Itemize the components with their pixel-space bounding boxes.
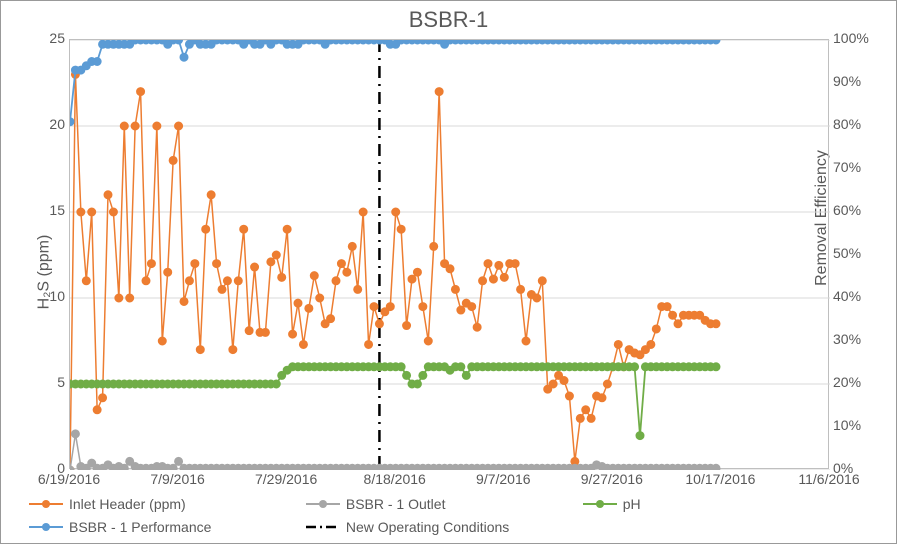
legend-label: pH	[623, 496, 641, 512]
x-tick: 10/17/2016	[680, 471, 760, 487]
y2-tick: 100%	[833, 30, 869, 46]
legend-swatch	[306, 497, 340, 511]
x-tick: 6/19/2016	[29, 471, 109, 487]
y2-tick: 10%	[833, 417, 861, 433]
x-tick: 9/27/2016	[572, 471, 652, 487]
y2-tick: 50%	[833, 245, 861, 261]
y2-tick: 80%	[833, 116, 861, 132]
x-tick: 7/29/2016	[246, 471, 326, 487]
legend-label: New Operating Conditions	[346, 519, 509, 535]
legend-swatch	[29, 520, 63, 534]
x-tick: 8/18/2016	[355, 471, 435, 487]
y2-tick: 90%	[833, 73, 861, 89]
legend: Inlet Header (ppm) BSBR - 1 Outlet pH BSBR …	[29, 493, 868, 539]
legend-label: BSBR - 1 Performance	[69, 519, 211, 535]
chart-container: BSBR-1 H₂S (ppm) Removal Efficiency 0510…	[0, 0, 897, 544]
x-tick: 11/6/2016	[789, 471, 869, 487]
y2-tick: 70%	[833, 159, 861, 175]
chart-title: BSBR-1	[1, 7, 896, 33]
legend-item: BSBR - 1 Outlet	[306, 493, 583, 515]
legend-label: BSBR - 1 Outlet	[346, 496, 446, 512]
legend-item: pH	[583, 493, 860, 515]
x-tick: 7/9/2016	[138, 471, 218, 487]
plot-area	[69, 39, 829, 469]
legend-item: New Operating Conditions	[306, 516, 583, 538]
y2-tick: 20%	[833, 374, 861, 390]
y1-tick: 5	[41, 374, 65, 390]
y2-tick: 30%	[833, 331, 861, 347]
chart-svg	[70, 40, 830, 470]
y1-tick: 20	[41, 116, 65, 132]
y1-tick: 25	[41, 30, 65, 46]
legend-item: BSBR - 1 Performance	[29, 516, 306, 538]
y2-tick: 40%	[833, 288, 861, 304]
legend-swatch	[29, 497, 63, 511]
legend-label: Inlet Header (ppm)	[69, 496, 186, 512]
y2-tick: 60%	[833, 202, 861, 218]
y1-tick: 15	[41, 202, 65, 218]
legend-swatch	[306, 520, 340, 534]
legend-swatch	[583, 497, 617, 511]
y1-tick: 10	[41, 288, 65, 304]
x-tick: 9/7/2016	[463, 471, 543, 487]
legend-item: Inlet Header (ppm)	[29, 493, 306, 515]
